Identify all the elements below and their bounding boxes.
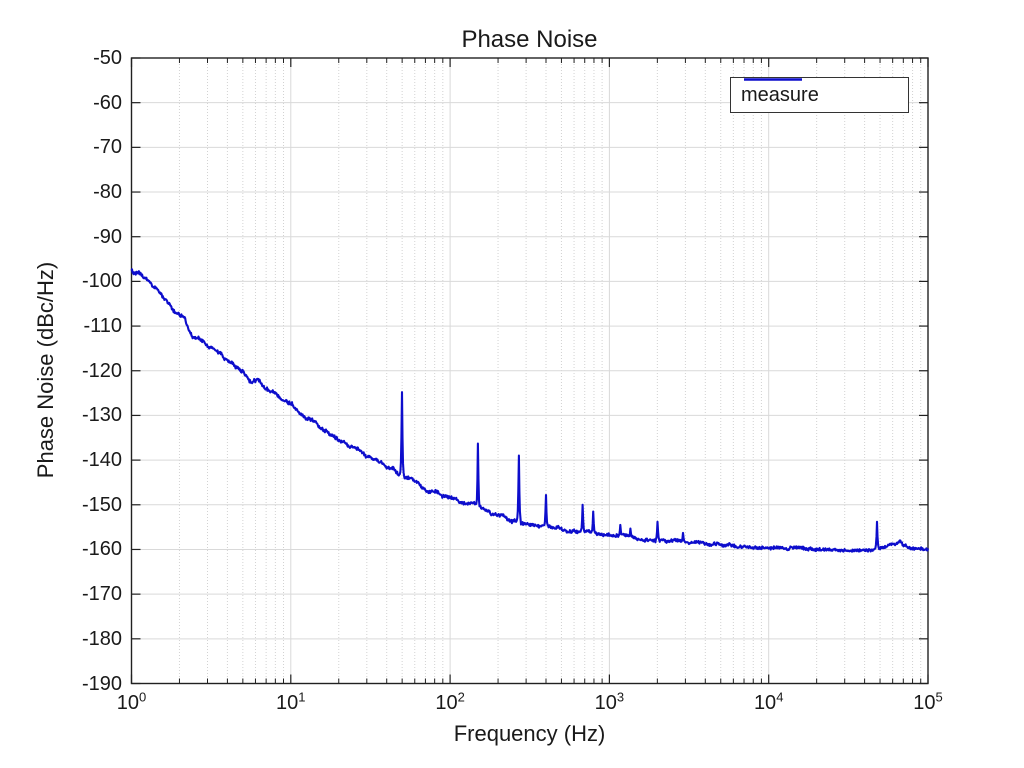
x-tick-label: 104 <box>753 689 784 714</box>
x-axis-label: Frequency (Hz) <box>453 721 606 746</box>
chart-title: Phase Noise <box>461 26 598 53</box>
y-tick-label: -190 <box>81 672 122 695</box>
y-tick-label: -110 <box>83 315 122 338</box>
y-tick-label: -80 <box>93 181 122 204</box>
x-tick-label: 105 <box>913 689 943 714</box>
legend-box: measure <box>730 77 909 113</box>
legend-label: measure <box>741 83 819 106</box>
y-tick-label: -90 <box>93 225 122 248</box>
y-tick-label: -70 <box>93 136 122 159</box>
x-tick-label: 103 <box>594 689 625 714</box>
measure-curve <box>130 268 930 553</box>
y-tick-label: -150 <box>81 493 122 516</box>
y-tick-label: -170 <box>81 583 122 606</box>
x-tick-label: 101 <box>276 689 306 714</box>
x-tick-label: 100 <box>116 689 147 714</box>
y-tick-label: -140 <box>81 449 122 472</box>
y-tick-label: -100 <box>81 270 122 293</box>
y-tick-label: -180 <box>81 627 122 650</box>
y-tick-label: -160 <box>81 538 122 561</box>
y-tick-label: -130 <box>81 404 122 427</box>
y-tick-label: -120 <box>81 359 122 382</box>
y-tick-label: -50 <box>93 47 122 69</box>
x-tick-label: 102 <box>435 689 465 714</box>
y-tick-label: -60 <box>93 91 122 114</box>
legend-line-swatch <box>744 78 802 81</box>
